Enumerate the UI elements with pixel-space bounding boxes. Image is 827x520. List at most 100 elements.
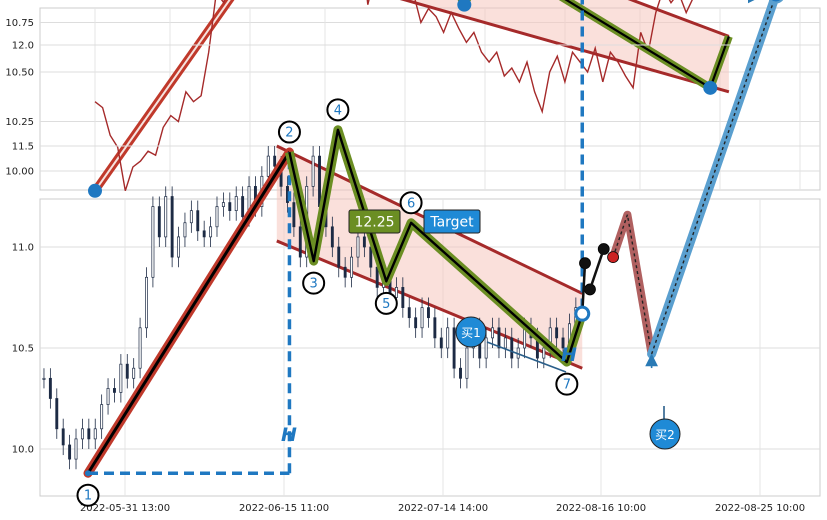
candle-body — [465, 347, 469, 379]
candle-body — [369, 246, 373, 268]
buy2-marker: 买2 — [649, 406, 681, 450]
top-trend-line-inner — [94, 0, 231, 192]
bottom-panel-trend-line — [83, 147, 294, 478]
wave-label-2: 2 — [285, 126, 293, 141]
bottom-wave-inner — [288, 128, 584, 364]
candle-body — [100, 404, 104, 430]
bottom-panel-projection — [609, 0, 779, 369]
candle-body — [234, 196, 238, 211]
candle-body — [311, 155, 315, 187]
candle-body — [266, 155, 270, 177]
candle-body — [337, 246, 341, 268]
candle-body — [55, 398, 59, 430]
top-y-tick-label: 10.75 — [5, 18, 34, 29]
top-y-tick-label: 10.25 — [5, 117, 34, 128]
candle-body — [189, 210, 193, 224]
wave-label-5: 5 — [382, 297, 390, 312]
candle-body — [446, 327, 450, 349]
candle-body — [202, 230, 206, 238]
top-y-tick-label: 10.00 — [5, 167, 34, 178]
wave-label-circle — [374, 291, 398, 315]
candle-body — [125, 363, 129, 379]
bottom-x-tick-label: 2022-07-14 14:00 — [398, 503, 488, 514]
candle-body — [497, 327, 501, 349]
candle-body — [484, 337, 488, 359]
candle-body — [273, 155, 277, 167]
candle-body — [555, 327, 559, 339]
forecast-point — [607, 251, 619, 264]
candle-body — [439, 337, 443, 349]
candle-body — [356, 236, 360, 258]
candle-body — [106, 388, 110, 405]
candle-body — [138, 327, 142, 369]
wave-label-4: 4 — [334, 103, 342, 118]
candle-body — [561, 337, 565, 349]
top-y-tick-label: 10.50 — [5, 68, 34, 79]
target-price-box: 12.25 — [348, 209, 401, 234]
candle-body — [452, 327, 456, 369]
candle-body — [157, 206, 161, 238]
candle-body — [427, 307, 430, 319]
target-price-box-bg — [348, 209, 401, 234]
candle-body — [196, 210, 200, 232]
candle-body — [209, 226, 213, 238]
target-label-box: Target — [423, 209, 481, 234]
bottom-panel-wave-labels: 1 2 3 4 5 6 7 — [76, 98, 579, 507]
candle-body — [414, 317, 418, 329]
bottom-y-tick-label: 10.0 — [12, 445, 34, 456]
candle-body — [215, 206, 219, 228]
candle-body — [170, 196, 174, 258]
forecast-link — [588, 248, 605, 290]
top-channel-lower-line — [399, 0, 730, 94]
candle-body — [80, 428, 84, 440]
candle-body — [132, 367, 136, 379]
candle-body — [228, 202, 232, 211]
candle-body — [375, 266, 379, 288]
buy1-circle — [455, 316, 487, 348]
buy1-label: 买1 — [461, 326, 481, 340]
candle-body — [241, 196, 245, 218]
bottom-trend-line-inner — [86, 151, 291, 475]
top-price-series — [94, 0, 693, 192]
candle-body — [401, 287, 405, 308]
candle-body — [68, 444, 72, 460]
candle-body — [420, 307, 424, 329]
bottom-panel-wave-path — [285, 125, 587, 367]
wave-label-1: 1 — [84, 489, 92, 504]
bottom-x-tick-label: 2022-06-15 11:00 — [239, 503, 329, 514]
candle-body — [145, 276, 148, 329]
target-label-text: Target — [429, 215, 474, 231]
candle-body — [298, 226, 302, 258]
candle-body — [459, 367, 462, 379]
candle-body — [394, 287, 398, 298]
bottom-y-tick-label: 11.0 — [12, 243, 34, 254]
candle-body — [330, 226, 334, 248]
candle-body — [87, 428, 91, 440]
bottom-panel-pivot-points — [85, 0, 784, 477]
top-panel-price-line — [94, 0, 693, 192]
candle-body — [407, 307, 411, 319]
candle-body — [151, 206, 155, 278]
candle-body — [542, 347, 546, 359]
candle-body — [74, 438, 78, 460]
buy2-circle — [649, 418, 681, 450]
wave-label-3: 3 — [310, 277, 318, 292]
top-pivot-point — [703, 80, 718, 95]
bottom-x-tick-label: 2022-08-25 10:00 — [715, 503, 805, 514]
candle-body — [510, 337, 514, 359]
forecast-link — [581, 263, 587, 314]
bottom-y-tick-label: 12.0 — [12, 41, 34, 52]
candle-body — [343, 266, 347, 278]
candle-body — [48, 377, 52, 399]
bottom-panel-x-ticks: 2022-05-31 13:00 2022-06-15 11:00 2022-07-… — [80, 503, 805, 514]
top-panel-trend-line — [91, 0, 235, 195]
buy2-label: 买2 — [655, 428, 675, 442]
target-price-text: 12.25 — [354, 215, 394, 231]
candle-body — [292, 202, 296, 228]
candle-body — [177, 236, 180, 258]
bottom-x-tick-label: 2022-08-16 10:00 — [556, 503, 646, 514]
top-pivot-point — [88, 183, 102, 198]
